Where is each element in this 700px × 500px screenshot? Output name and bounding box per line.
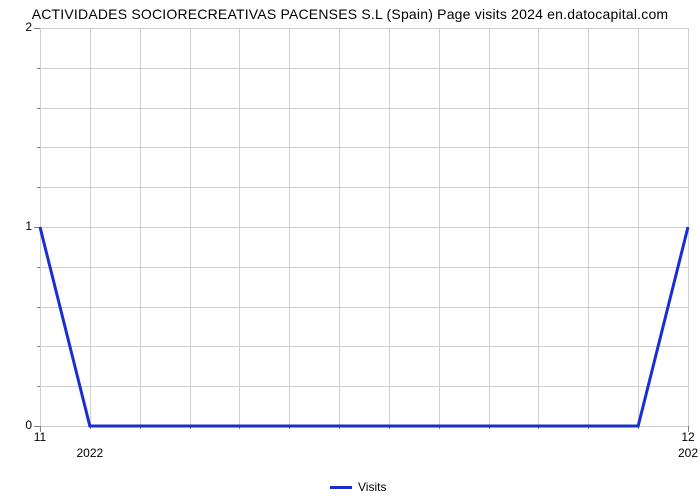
y-axis-label: 0 bbox=[12, 418, 32, 432]
x-axis-year-label: 2022 bbox=[76, 446, 103, 460]
legend: Visits bbox=[330, 480, 386, 494]
x-axis-label: 11 bbox=[34, 430, 46, 444]
chart-container: ACTIVIDADES SOCIORECREATIVAS PACENSES S.… bbox=[0, 0, 700, 500]
chart-title: ACTIVIDADES SOCIORECREATIVAS PACENSES S.… bbox=[0, 6, 700, 22]
x-axis-year-label: 202 bbox=[678, 446, 698, 460]
series-line-visits bbox=[40, 227, 688, 426]
series-svg bbox=[40, 28, 688, 426]
y-axis-label: 2 bbox=[12, 20, 32, 34]
y-axis-label: 1 bbox=[12, 219, 32, 233]
plot-area bbox=[40, 28, 688, 426]
x-axis-label: 12 bbox=[681, 430, 694, 444]
legend-label: Visits bbox=[358, 480, 386, 494]
gridline-vertical bbox=[688, 28, 689, 426]
legend-swatch bbox=[330, 486, 352, 489]
